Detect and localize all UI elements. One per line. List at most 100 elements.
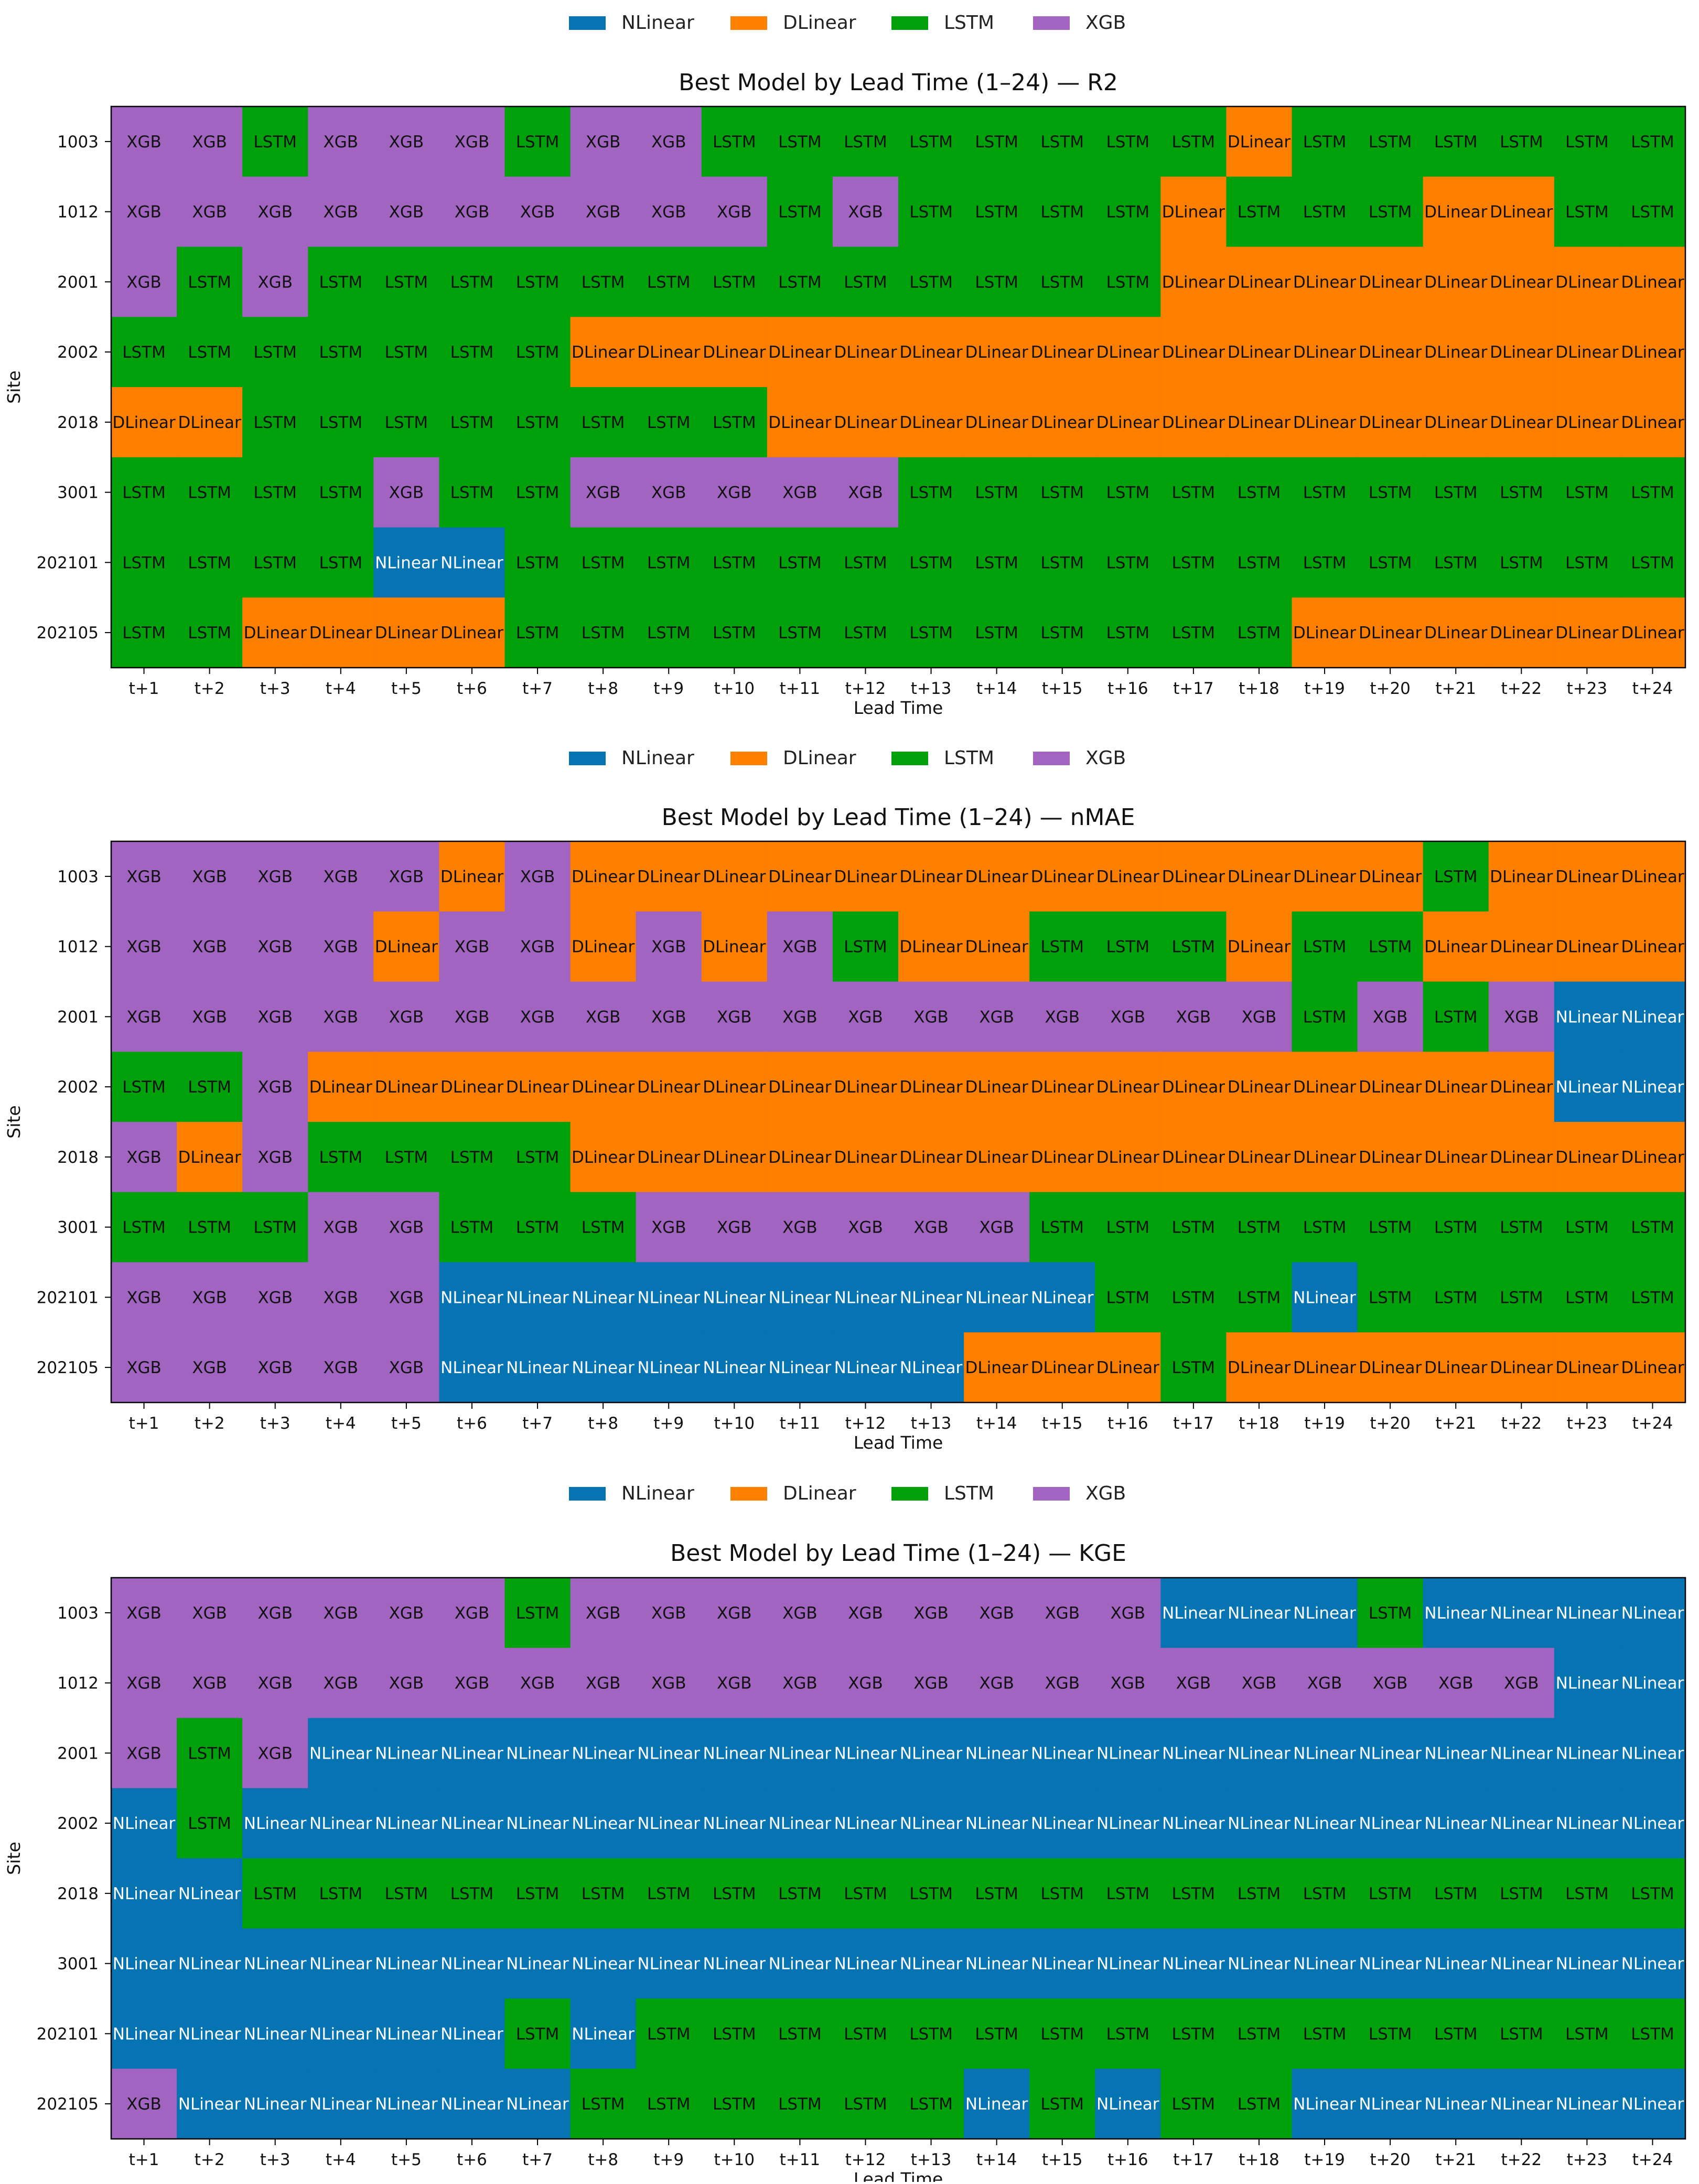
heatmap-cell	[701, 1858, 768, 1929]
heatmap-cell	[767, 911, 833, 982]
y-tick-label: 202101	[37, 1288, 99, 1307]
cell-label: NLinear	[572, 2025, 635, 2043]
cell-label: NLinear	[375, 1744, 438, 1763]
cell-label: LSTM	[188, 1078, 231, 1097]
cell-label: XGB	[717, 203, 752, 222]
cell-label: XGB	[389, 133, 424, 152]
heatmap-cell	[111, 1858, 177, 1929]
heatmap-cell	[1619, 527, 1686, 598]
cell-label: LSTM	[188, 624, 231, 643]
heatmap-cell	[832, 457, 899, 528]
x-tick-label: t+7	[522, 1414, 553, 1433]
cell-label: DLinear	[1359, 868, 1422, 886]
heatmap-cell	[1423, 317, 1489, 388]
heatmap-cell	[504, 527, 571, 598]
x-tick-label: t+4	[326, 679, 356, 698]
x-tick-label: t+17	[1173, 2150, 1214, 2169]
heatmap-cell	[701, 176, 768, 248]
heatmap-cell	[308, 1998, 374, 2069]
heatmap-cell	[964, 247, 1030, 317]
heatmap-cell	[177, 1052, 243, 1122]
heatmap-cell	[242, 247, 308, 317]
cell-label: XGB	[389, 484, 424, 502]
heatmap-cell	[964, 317, 1030, 388]
cell-label: XGB	[192, 1604, 227, 1623]
heatmap-cell	[767, 457, 833, 528]
heatmap-cell	[177, 106, 243, 177]
heatmap-cell	[898, 1928, 964, 1999]
cell-label: DLinear	[703, 343, 766, 362]
heatmap-cell	[308, 1647, 374, 1719]
cell-label: LSTM	[1106, 273, 1149, 292]
heatmap-cell	[898, 1262, 964, 1333]
cell-label: LSTM	[1565, 553, 1609, 572]
cell-label: XGB	[848, 1008, 883, 1026]
cell-label: DLinear	[1359, 1078, 1422, 1097]
y-tick-label: 2018	[57, 413, 99, 432]
legend: NLinear DLinear LSTM XGB	[569, 1483, 1126, 1504]
cell-label: NLinear	[637, 1358, 700, 1377]
legend-label-nlinear: NLinear	[621, 12, 694, 34]
heatmap-cell	[832, 247, 899, 317]
cell-label: LSTM	[647, 1885, 691, 1903]
cell-label: LSTM	[1434, 1218, 1478, 1237]
heatmap-cell	[1357, 1788, 1424, 1859]
cell-label: LSTM	[1303, 1008, 1347, 1026]
heatmap-cell	[1029, 981, 1095, 1052]
heatmap-cell	[1488, 1332, 1555, 1403]
y-tick-label: 3001	[57, 484, 99, 502]
heatmap-cell	[1357, 457, 1424, 528]
heatmap-cell	[439, 1998, 506, 2069]
heatmap-cell	[767, 1858, 833, 1929]
heatmap-cell	[1160, 387, 1227, 458]
x-tick-label: t+19	[1304, 679, 1345, 698]
cell-label: LSTM	[516, 343, 560, 362]
heatmap-cell	[832, 1262, 899, 1333]
heatmap-cell	[898, 387, 964, 458]
x-tick-label: t+21	[1435, 679, 1476, 698]
cell-label: LSTM	[188, 273, 231, 292]
cell-label: XGB	[1242, 1008, 1277, 1026]
heatmap-cell	[1488, 2069, 1555, 2139]
y-tick-label: 1012	[57, 203, 99, 222]
heatmap-cell	[373, 597, 440, 668]
x-tick-label: t+6	[457, 679, 487, 698]
x-tick-label: t+17	[1173, 1414, 1214, 1433]
heatmap-cell	[111, 911, 177, 982]
heatmap-cell	[373, 981, 440, 1052]
cell-label: XGB	[324, 1674, 359, 1693]
cell-label: XGB	[913, 1218, 949, 1237]
cell-label: XGB	[651, 1604, 686, 1623]
heatmap-cell	[898, 1858, 964, 1929]
cell-label: XGB	[257, 1288, 293, 1307]
cell-label: NLinear	[1031, 1288, 1094, 1307]
cell-label: NLinear	[1162, 1955, 1225, 1974]
cell-label: NLinear	[375, 1955, 438, 1974]
cell-label: XGB	[1111, 1008, 1146, 1026]
heatmap-cell	[1292, 1578, 1358, 1648]
cell-label: XGB	[126, 2095, 162, 2114]
heatmap-cell	[636, 1578, 702, 1648]
legend-label-lstm: LSTM	[944, 747, 994, 769]
cell-label: DLinear	[1555, 413, 1618, 432]
cell-label: XGB	[848, 1218, 883, 1237]
cell-label: XGB	[126, 1148, 162, 1167]
heatmap-cell	[1029, 841, 1095, 912]
heatmap-cell	[767, 527, 833, 598]
heatmap-cell	[767, 1788, 833, 1859]
heatmap-cell	[1292, 2069, 1358, 2139]
heatmap-cell	[1029, 317, 1095, 388]
heatmap-cells: XGB XGB LSTM XGB XGB XGB LSTM XGB XGB LSTM LSTM LST…	[111, 106, 1686, 668]
cell-label: NLinear	[1621, 1955, 1684, 1974]
cell-label: DLinear	[1031, 343, 1094, 362]
x-tick-label: t+24	[1632, 679, 1673, 698]
heatmap-cell	[1095, 317, 1161, 388]
cell-label: LSTM	[1500, 133, 1543, 152]
heatmap-cell	[504, 1788, 571, 1859]
x-tick-label: t+14	[976, 1414, 1017, 1433]
heatmap-cell	[1029, 247, 1095, 317]
heatmap-cell	[373, 2069, 440, 2139]
cell-label: NLinear	[965, 1744, 1028, 1763]
cell-label: LSTM	[975, 273, 1018, 292]
heatmap-cell	[1095, 1578, 1161, 1648]
